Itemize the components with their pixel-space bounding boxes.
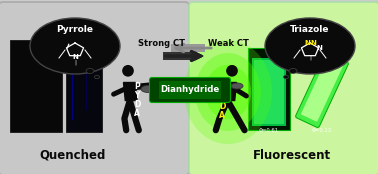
FancyBboxPatch shape	[66, 40, 102, 132]
Text: Fluorescent: Fluorescent	[253, 149, 331, 162]
Ellipse shape	[289, 69, 297, 73]
Ellipse shape	[226, 65, 238, 77]
FancyBboxPatch shape	[301, 58, 343, 122]
Ellipse shape	[284, 75, 288, 79]
Text: Φ=0.13: Φ=0.13	[312, 129, 332, 133]
FancyBboxPatch shape	[248, 48, 290, 130]
Ellipse shape	[195, 53, 261, 131]
FancyBboxPatch shape	[163, 52, 197, 60]
Text: T
z
D
A: T z D A	[219, 84, 225, 120]
Text: Quenched: Quenched	[40, 149, 106, 162]
FancyBboxPatch shape	[150, 77, 231, 102]
Ellipse shape	[141, 85, 155, 93]
FancyBboxPatch shape	[296, 52, 349, 128]
Polygon shape	[223, 82, 237, 101]
Ellipse shape	[30, 18, 120, 74]
Text: Strong CT: Strong CT	[138, 38, 186, 48]
Ellipse shape	[184, 40, 272, 144]
Text: N: N	[304, 40, 310, 46]
Ellipse shape	[265, 18, 355, 74]
Text: Pyrrole: Pyrrole	[56, 25, 93, 34]
FancyBboxPatch shape	[0, 2, 189, 174]
Ellipse shape	[122, 65, 134, 77]
Text: |: |	[74, 59, 76, 65]
Text: P
Y
D
A: P Y D A	[134, 82, 140, 118]
FancyBboxPatch shape	[254, 60, 284, 124]
Ellipse shape	[86, 69, 94, 73]
Text: Weak CT: Weak CT	[208, 38, 248, 48]
FancyBboxPatch shape	[189, 2, 378, 174]
Ellipse shape	[231, 83, 243, 89]
Text: Dianhydride: Dianhydride	[160, 85, 220, 94]
FancyBboxPatch shape	[171, 44, 205, 52]
Text: N: N	[72, 54, 78, 60]
Polygon shape	[124, 82, 137, 101]
Text: N: N	[310, 40, 316, 46]
FancyBboxPatch shape	[159, 81, 221, 99]
FancyBboxPatch shape	[10, 40, 62, 132]
Ellipse shape	[94, 75, 99, 79]
Ellipse shape	[205, 65, 251, 119]
Text: Φ=0.61: Φ=0.61	[259, 129, 279, 133]
Text: Triazole: Triazole	[290, 25, 330, 34]
Text: N: N	[316, 45, 322, 51]
FancyBboxPatch shape	[252, 58, 286, 126]
Text: |: |	[309, 54, 311, 60]
